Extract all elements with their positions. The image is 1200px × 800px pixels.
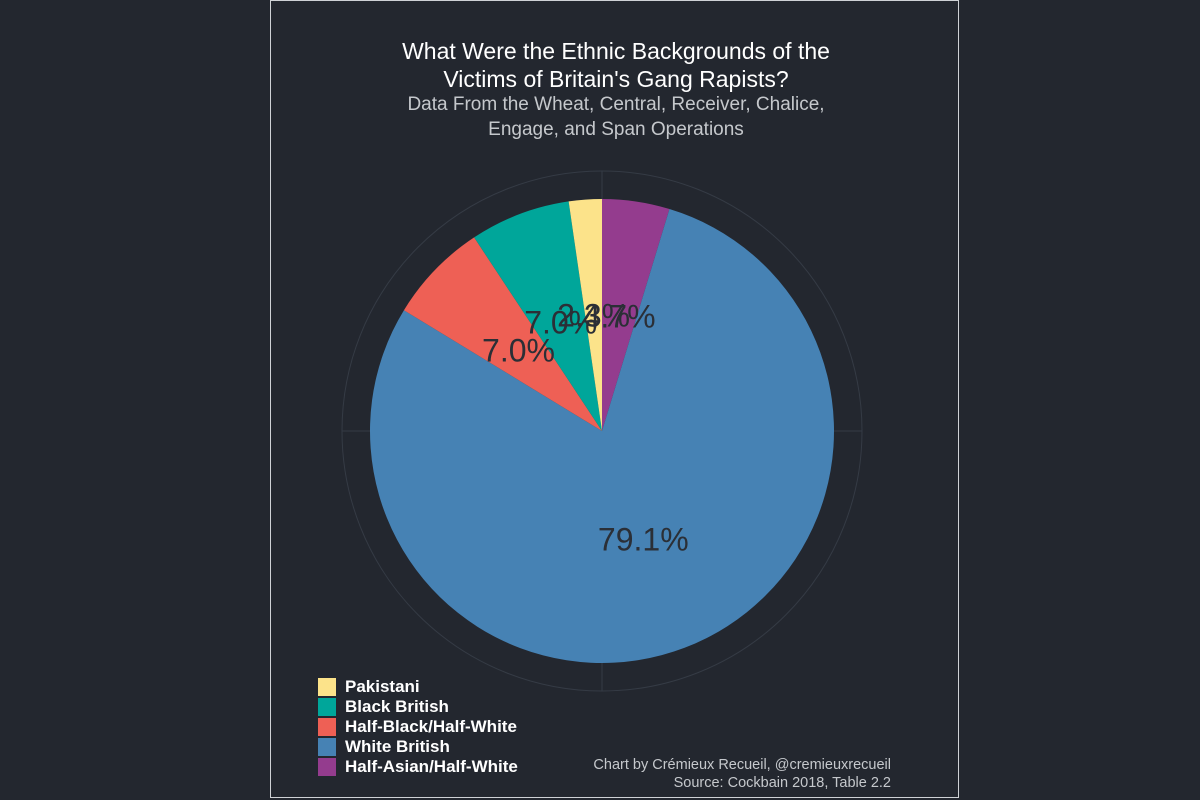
- legend-label: Half-Black/Half-White: [345, 717, 517, 736]
- legend-item-half-black-half-white: Half-Black/Half-White: [318, 717, 518, 737]
- legend-label: Black British: [345, 697, 449, 716]
- caption: Chart by Crémieux Recueil, @cremieuxrecu…: [593, 756, 891, 792]
- legend-item-black-british: Black British: [318, 697, 518, 717]
- pie-slice-black-british: [474, 201, 602, 431]
- pie-slice-half-black-half-white: [403, 237, 602, 431]
- legend-swatch: [318, 678, 336, 696]
- legend-label: White British: [345, 737, 450, 756]
- caption-credit: Chart by Crémieux Recueil, @cremieuxrecu…: [593, 757, 891, 773]
- legend-item-half-asian-half-white: Half-Asian/Half-White: [318, 757, 518, 777]
- slice-label-black-british: 7.0%: [524, 305, 597, 341]
- legend-item-white-british: White British: [318, 737, 518, 757]
- chart-title: What Were the Ethnic Backgrounds of the …: [402, 38, 830, 92]
- legend-swatch: [318, 718, 336, 736]
- pie-slice-pakistani: [568, 199, 602, 431]
- legend: Pakistani Black British Half-Black/Half-…: [318, 677, 518, 777]
- slice-label-half-asian-half-white: 4.7%: [583, 298, 656, 334]
- legend-swatch: [318, 738, 336, 756]
- legend-swatch: [318, 698, 336, 716]
- slice-label-pakistani: 2.3%: [557, 297, 630, 333]
- caption-source: Source: Cockbain 2018, Table 2.2: [673, 775, 891, 791]
- pie-chart: 4.7% 79.1% 7.0%7.0%2.3%: [341, 170, 863, 692]
- pie-slice-half-asian-half-white: [602, 199, 670, 431]
- chart-subtitle: Data From the Wheat, Central, Receiver, …: [407, 94, 825, 140]
- slice-label-white-british: 79.1%: [598, 521, 689, 557]
- chart-panel: What Were the Ethnic Backgrounds of the …: [270, 0, 959, 798]
- legend-label: Pakistani: [345, 677, 420, 696]
- legend-swatch: [318, 758, 336, 776]
- legend-label: Half-Asian/Half-White: [345, 757, 518, 776]
- slice-label-half-black-half-white: 7.0%: [482, 332, 555, 368]
- legend-item-pakistani: Pakistani: [318, 677, 518, 697]
- pie-slice-white-british: [370, 209, 835, 663]
